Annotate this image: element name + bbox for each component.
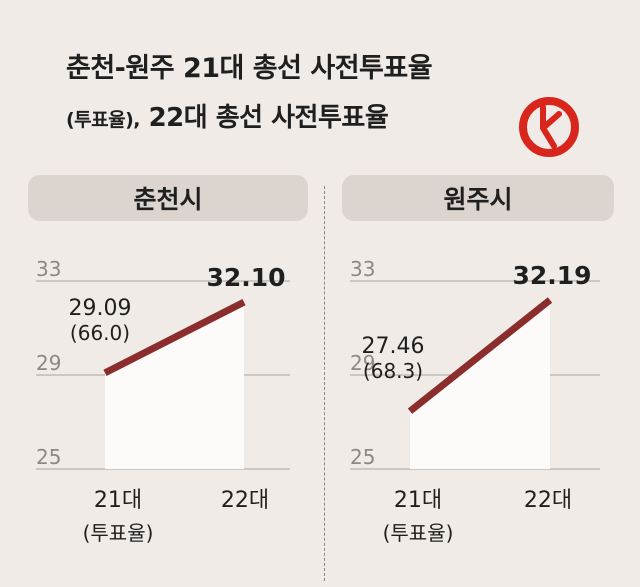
value-label-wonju-22: 32.19 — [512, 261, 591, 290]
category-label-wonju-21: 21대 — [394, 488, 442, 513]
series-line-wonju — [407, 297, 553, 414]
panel-title-chuncheon: 춘천시 — [28, 175, 308, 221]
turnout-label-wonju-21: (68.3) — [363, 359, 423, 383]
series-line-chuncheon — [103, 299, 246, 377]
ytick-label-wonju-33: 33 — [350, 257, 375, 281]
category-label-chuncheon-21: 21대 — [94, 488, 142, 513]
panel-title-wonju: 원주시 — [342, 175, 614, 221]
election-stamp-icon — [519, 97, 579, 157]
title-line-2-text: 22대 총선 사전투표율 — [148, 103, 389, 133]
value-label-wonju-21: 27.46 — [362, 334, 425, 359]
panel-divider — [324, 186, 325, 581]
category-sublabel-chuncheon-21: (투표율) — [83, 521, 154, 545]
area-fill-wonju — [410, 300, 550, 469]
title-turnout-note: (투표율), — [66, 109, 141, 131]
ytick-label-chuncheon-25: 25 — [36, 445, 61, 469]
ytick-label-chuncheon-33: 33 — [36, 257, 61, 281]
title-line-1: 춘천-원주 21대 총선 사전투표율 — [66, 53, 433, 84]
area-fill-chuncheon — [105, 302, 244, 469]
category-label-wonju-22: 22대 — [524, 488, 572, 513]
ytick-label-chuncheon-29: 29 — [36, 351, 61, 375]
ytick-label-wonju-29: 29 — [350, 351, 375, 375]
category-sublabel-wonju-21: (투표율) — [383, 521, 454, 545]
title-line-2: (투표율), 22대 총선 사전투표율 — [66, 97, 389, 134]
value-label-chuncheon-22: 32.10 — [206, 263, 285, 292]
turnout-label-chuncheon-21: (66.0) — [70, 321, 130, 345]
value-label-chuncheon-21: 29.09 — [69, 296, 132, 321]
ytick-label-wonju-25: 25 — [350, 445, 375, 469]
category-label-chuncheon-22: 22대 — [221, 488, 269, 513]
